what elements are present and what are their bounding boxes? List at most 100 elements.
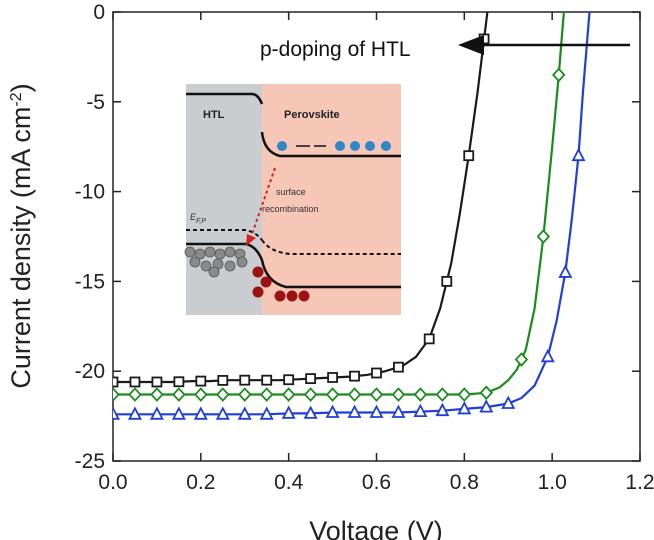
series-line-diamond: [113, 12, 566, 396]
data-point-diamond: [216, 387, 230, 402]
data-point-triangle: [215, 406, 230, 420]
inset-electrons: [277, 141, 391, 151]
series-triangle: [113, 12, 591, 420]
inset-electron: [335, 141, 345, 151]
data-point-triangle: [281, 405, 296, 419]
data-point-square: [327, 372, 338, 383]
inset-htl-hole: [224, 246, 236, 258]
inset-htl-hole: [224, 260, 236, 272]
inset-htl-region: [186, 84, 262, 315]
data-point-diamond: [536, 229, 551, 244]
x-tick-label: 0.6: [362, 471, 391, 494]
inset-fermi-sub: F,P: [196, 218, 206, 225]
data-point-diamond: [413, 387, 428, 402]
data-point-diamond: [150, 387, 164, 402]
inset-htl-hole: [236, 256, 248, 268]
inset-htl-vb: [186, 242, 264, 261]
x-tick-label: 0.8: [450, 471, 479, 494]
axis-ticks: [112, 11, 641, 462]
data-point-triangle: [413, 403, 428, 418]
data-point-triangle: [457, 400, 472, 415]
data-point-triangle: [127, 406, 142, 420]
series-layer: [113, 12, 591, 420]
y-tick-label: -20: [75, 360, 105, 383]
x-tick-label: 1.0: [538, 471, 567, 494]
y-tick-label: -25: [75, 450, 105, 473]
inset-perovskite-hole: [298, 290, 310, 302]
inset-perovskite-vb: [260, 259, 401, 289]
inset-htl-hole: [214, 248, 226, 260]
inset-htl-fermi: [186, 229, 263, 241]
inset-electron: [350, 141, 360, 151]
annotation-text: p-doping of HTL: [260, 38, 411, 61]
data-point-diamond: [128, 387, 142, 402]
data-point-diamond: [369, 387, 384, 402]
inset-fermi-e: E: [190, 212, 197, 222]
data-point-diamond: [325, 387, 340, 402]
x-tick-label: 0.0: [98, 471, 127, 494]
inset-perovskite-hole: [252, 266, 264, 278]
data-point-triangle: [479, 399, 494, 413]
y-axis-title-main: Current density (mA cm: [6, 107, 36, 389]
data-point-square: [283, 374, 295, 386]
series-square: [113, 12, 490, 388]
inset-perovskite-holes: [252, 266, 310, 302]
data-point-diamond: [391, 387, 406, 402]
y-tick-label: -5: [86, 91, 105, 114]
inset-perovskite-region: [262, 84, 401, 315]
data-point-triangle: [259, 406, 274, 420]
data-point-square: [423, 333, 435, 345]
data-point-triangle: [540, 348, 555, 363]
data-point-square: [261, 374, 273, 386]
data-point-triangle: [501, 395, 516, 409]
y-tick-label: 0: [93, 1, 105, 24]
inset-perovskite-label: Perovskite: [284, 109, 340, 121]
inset-htl-hole: [204, 246, 216, 258]
data-point-square: [217, 375, 229, 386]
data-point-square: [441, 275, 453, 287]
data-point-triangle: [237, 406, 252, 420]
data-point-triangle: [303, 405, 318, 419]
data-point-square: [371, 367, 382, 379]
inset-electron: [365, 141, 375, 151]
data-point-diamond: [457, 387, 472, 402]
inset-htl-hole: [189, 256, 201, 268]
data-point-triangle: [149, 406, 164, 420]
inset-electron: [381, 141, 391, 151]
inset-htl-hole: [200, 260, 212, 272]
inset-htl-label: HTL: [203, 109, 225, 121]
inset-htl-hole: [184, 246, 196, 258]
inset-perovskite-hole: [260, 276, 272, 288]
inset-electron: [277, 141, 287, 151]
y-axis-title: Current density (mA cm-2): [6, 83, 36, 388]
inset-perovskite-hole: [252, 286, 264, 298]
inset-perovskite-fermi: [261, 239, 401, 255]
inset-recombination-arrowhead: [246, 234, 256, 246]
data-point-triangle: [347, 404, 362, 418]
data-point-diamond: [194, 387, 208, 402]
annotation-arrowhead: [458, 35, 484, 55]
data-point-triangle: [325, 404, 340, 418]
data-point-diamond: [303, 387, 318, 402]
inset-band-diagram: HTL Perovskite surface recombination EF,…: [184, 84, 401, 315]
data-point-diamond: [259, 387, 274, 402]
data-point-diamond: [113, 387, 120, 402]
data-point-triangle: [435, 402, 450, 417]
data-point-triangle: [558, 264, 573, 278]
data-point-triangle: [171, 406, 186, 420]
inset-perovskite-cb: [260, 131, 401, 158]
series-diamond: [113, 12, 566, 402]
inset-recombination-label-2: recombination: [262, 204, 319, 214]
y-tick-label: -10: [75, 181, 105, 204]
data-point-diamond: [347, 387, 362, 402]
data-point-diamond: [479, 385, 494, 401]
inset-recombination-label-1: surface: [276, 187, 306, 197]
data-point-diamond: [514, 352, 529, 367]
y-axis-title-sup: -2: [8, 92, 25, 106]
data-point-square: [349, 370, 360, 382]
data-point-square: [305, 373, 317, 385]
data-point-square: [195, 375, 207, 387]
x-tick-label: 0.4: [274, 471, 304, 494]
y-tick-label: -15: [75, 270, 105, 293]
x-tick-labels: 0.0 0.2 0.4 0.6 0.8 1.0 1.2: [98, 471, 654, 494]
